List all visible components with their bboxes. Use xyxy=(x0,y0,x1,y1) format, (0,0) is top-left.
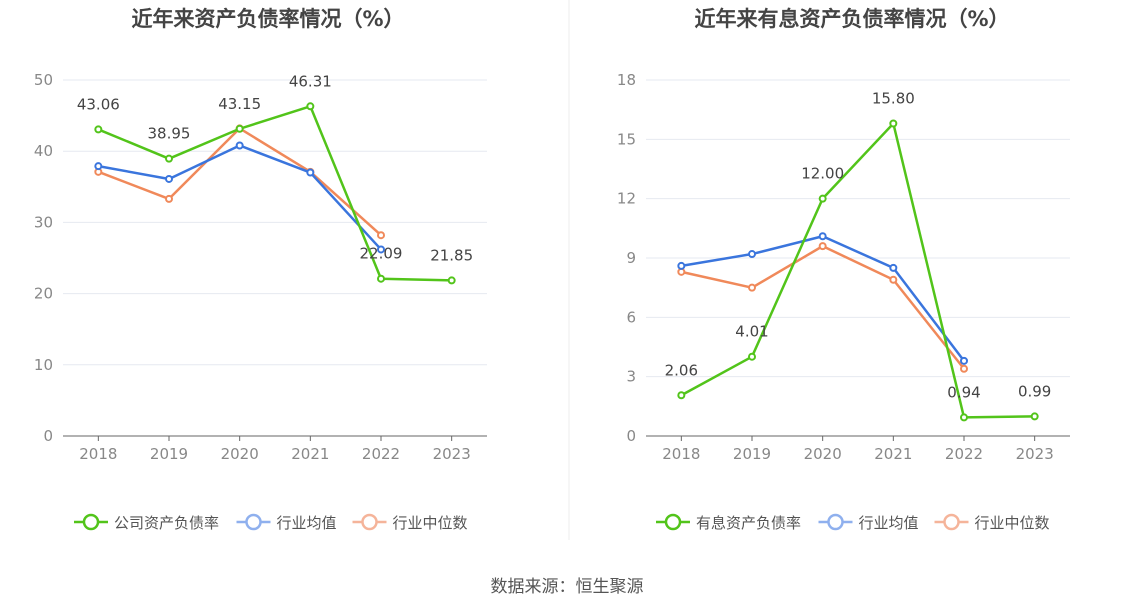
data-point xyxy=(889,263,898,272)
data-point xyxy=(960,356,968,365)
x-tick-label: 2022 xyxy=(945,445,983,463)
series-line xyxy=(681,244,965,370)
data-point xyxy=(818,194,827,203)
y-tick-label: 20 xyxy=(34,285,53,303)
data-label: 43.15 xyxy=(218,95,261,113)
legend-label: 有息资产负债率 xyxy=(696,514,801,532)
data-point xyxy=(165,174,173,183)
legend-marker xyxy=(82,513,100,531)
legend-label: 行业均值 xyxy=(277,514,337,532)
data-point xyxy=(235,141,244,150)
legend-marker xyxy=(245,513,262,531)
data-label: 12.00 xyxy=(801,165,844,183)
series-line xyxy=(680,122,1035,419)
legend-label: 行业中位数 xyxy=(975,514,1050,532)
x-tick-label: 2023 xyxy=(1016,445,1054,463)
y-tick-label: 15 xyxy=(617,130,636,148)
data-label: 21.85 xyxy=(430,246,473,264)
x-tick-label: 2022 xyxy=(362,445,400,463)
data-point xyxy=(960,364,968,373)
data-point xyxy=(748,250,756,259)
series-line xyxy=(681,234,965,362)
y-tick-label: 10 xyxy=(34,356,53,374)
data-point xyxy=(165,194,173,203)
legend-label: 行业中位数 xyxy=(393,514,468,532)
data-label: 2.06 xyxy=(665,361,698,379)
x-tick-label: 2021 xyxy=(291,445,329,463)
data-label: 38.95 xyxy=(148,125,191,143)
data-point xyxy=(889,275,898,284)
y-tick-label: 0 xyxy=(43,427,53,445)
data-point xyxy=(818,242,827,251)
legend-marker xyxy=(361,513,378,531)
x-tick-label: 2023 xyxy=(433,445,471,463)
x-tick-label: 2018 xyxy=(79,445,117,463)
chart-title: 近年来有息资产负债率情况（%） xyxy=(694,7,1009,31)
x-tick-label: 2019 xyxy=(150,445,188,463)
data-point xyxy=(748,283,756,292)
data-point xyxy=(94,162,103,171)
data-label: 46.31 xyxy=(289,72,332,90)
x-tick-label: 2020 xyxy=(221,445,259,463)
data-point xyxy=(377,245,385,254)
legend-marker xyxy=(943,513,960,531)
data-point xyxy=(377,274,385,283)
data-point xyxy=(677,261,686,270)
data-point xyxy=(94,125,103,134)
y-tick-label: 40 xyxy=(34,142,53,160)
data-label: 15.80 xyxy=(872,90,915,108)
y-tick-label: 18 xyxy=(617,71,636,89)
x-tick-label: 2019 xyxy=(733,445,771,463)
data-point xyxy=(447,276,456,285)
data-point xyxy=(165,154,173,163)
legend-marker xyxy=(664,513,682,531)
y-tick-label: 6 xyxy=(626,308,636,326)
series-line xyxy=(97,105,452,282)
data-label: 43.06 xyxy=(77,95,120,113)
y-tick-label: 12 xyxy=(617,190,636,208)
data-point xyxy=(818,232,827,241)
data-point xyxy=(306,102,315,111)
data-label: 0.94 xyxy=(947,383,980,401)
data-point xyxy=(377,231,385,240)
data-point xyxy=(960,413,968,422)
chart-title: 近年来资产负债率情况（%） xyxy=(131,7,404,31)
data-label: 22.09 xyxy=(360,245,403,263)
y-tick-label: 50 xyxy=(34,71,53,89)
data-point xyxy=(748,352,756,361)
y-tick-label: 3 xyxy=(626,368,636,386)
x-tick-label: 2020 xyxy=(804,445,842,463)
data-point xyxy=(235,124,244,133)
legend-label: 公司资产负债率 xyxy=(114,514,219,532)
y-tick-label: 30 xyxy=(34,213,53,231)
data-point xyxy=(306,168,315,177)
x-tick-label: 2018 xyxy=(662,445,700,463)
data-label: 4.01 xyxy=(735,323,768,341)
legend-marker xyxy=(827,513,844,531)
data-point xyxy=(889,119,898,128)
data-point xyxy=(677,391,686,400)
y-tick-label: 0 xyxy=(626,427,636,445)
data-point xyxy=(1030,412,1039,421)
legend-label: 行业均值 xyxy=(859,514,919,532)
data-label: 0.99 xyxy=(1018,382,1051,400)
y-tick-label: 9 xyxy=(626,249,636,267)
data-source-note: 数据来源：恒生聚源 xyxy=(490,577,644,597)
x-tick-label: 2021 xyxy=(874,445,912,463)
